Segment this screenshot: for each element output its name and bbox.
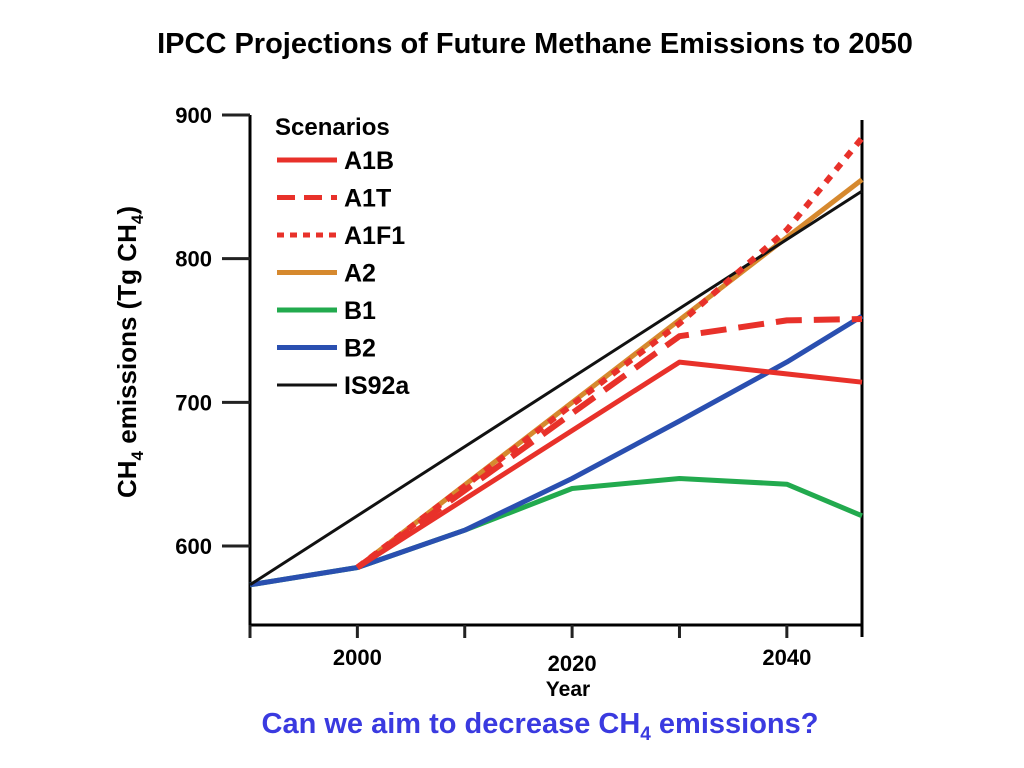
chart-legend: Scenarios A1B A1T A1F1 A2 B1 B2 IS92a	[275, 114, 410, 400]
legend-label-is92a: IS92a	[344, 372, 410, 400]
series-line-a1b	[356, 359, 863, 570]
legend-label-a1t: A1T	[344, 185, 391, 213]
legend-label-b2: B2	[344, 335, 376, 363]
chart-axis-labels: Year CH4 emissions (Tg CH4)	[112, 206, 590, 701]
legend-label-a1b: A1B	[344, 147, 394, 175]
series-line-b2	[249, 313, 864, 588]
legend-label-a2: A2	[344, 260, 376, 288]
y-tick-label: 800	[175, 247, 212, 272]
x-tick-label: 2020	[548, 651, 597, 676]
series-line-a1t	[355, 316, 863, 570]
question-suffix: emissions?	[650, 708, 819, 740]
y-axis-title: CH4 emissions (Tg CH4)	[112, 206, 147, 498]
legend-title: Scenarios	[275, 114, 390, 141]
chart-axes	[248, 115, 864, 637]
chart-lines	[249, 136, 865, 588]
legend-label-a1f1: A1F1	[344, 222, 405, 250]
question-subscript: 4	[640, 723, 651, 745]
y-tick-label: 900	[175, 103, 212, 128]
closing-question: Can we aim to decrease CH4 emissions?	[0, 708, 1024, 746]
x-tick-label: 2040	[762, 645, 811, 670]
chart-ticks: 600 700 800 900 2000 2020 2040	[175, 103, 811, 676]
legend-label-b1: B1	[344, 297, 376, 325]
y-tick-label: 700	[175, 390, 212, 415]
slide-title: IPCC Projections of Future Methane Emiss…	[157, 28, 913, 60]
y-tick-label: 600	[175, 534, 212, 559]
question-prefix: Can we aim to decrease CH	[261, 708, 641, 740]
x-axis-title: Year	[546, 678, 590, 701]
series-line-is92a	[249, 189, 863, 587]
x-tick-label: 2000	[333, 645, 382, 670]
